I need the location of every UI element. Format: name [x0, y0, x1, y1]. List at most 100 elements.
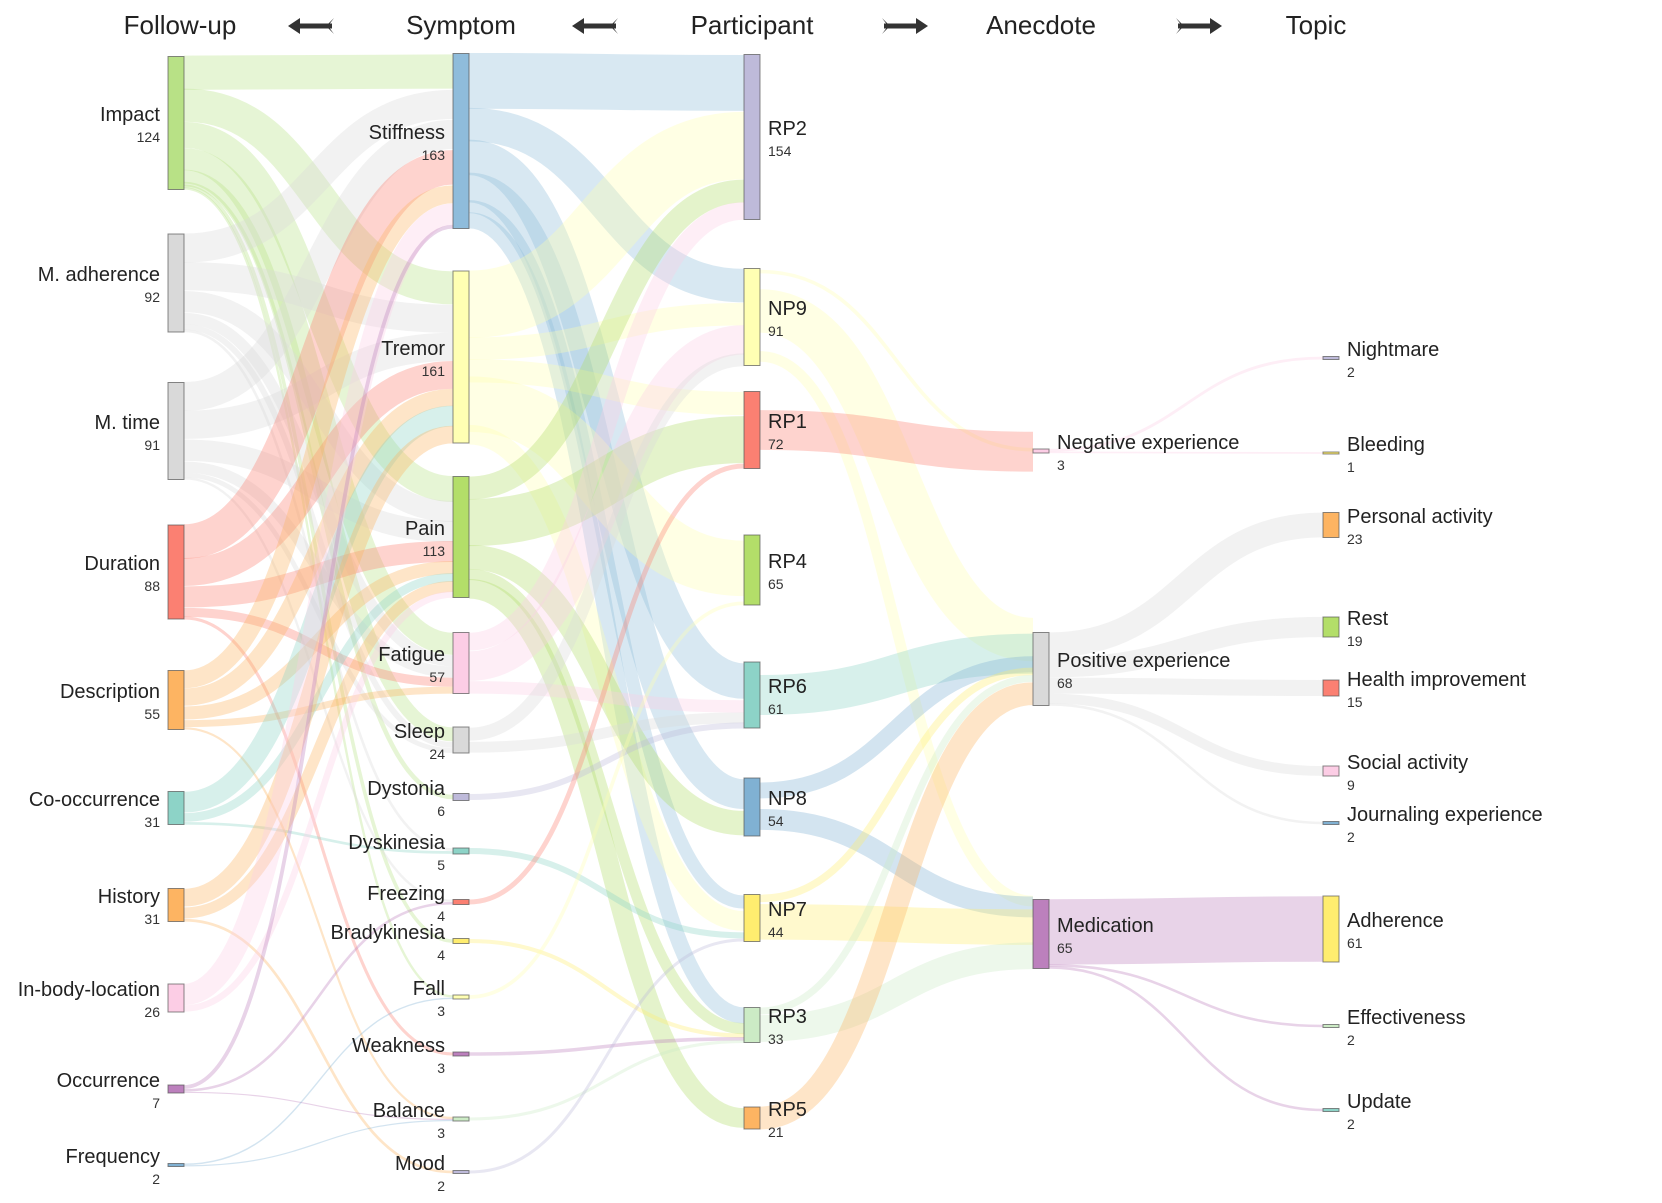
node-bar-description[interactable] — [167, 670, 185, 730]
node-bar-occurrence[interactable] — [167, 1084, 185, 1094]
column-title-follow-up: Follow-up — [124, 10, 237, 40]
node-label-inbody: In-body-location — [18, 979, 160, 1001]
node-count-impact: 124 — [137, 129, 161, 145]
node-count-madh: 92 — [144, 289, 160, 305]
node-count-occurrence: 7 — [152, 1095, 160, 1111]
node-count-adherence: 61 — [1347, 935, 1363, 951]
node-count-inbody: 26 — [144, 1004, 160, 1020]
node-bar-mood[interactable] — [452, 1170, 470, 1174]
node-bar-personal[interactable] — [1322, 512, 1340, 538]
node-bar-sleep[interactable] — [452, 726, 470, 754]
node-bar-weakness[interactable] — [452, 1051, 470, 1057]
node-bar-journaling[interactable] — [1322, 821, 1340, 825]
node-label-rp5: RP5 — [768, 1099, 807, 1121]
node-label-pain: Pain — [405, 518, 445, 540]
link-occurrence-to-stiffness — [183, 224, 454, 1089]
link-stiffness-to-rp3 — [467, 212, 746, 1024]
node-bar-health[interactable] — [1322, 679, 1340, 697]
node-label-fall: Fall — [413, 978, 445, 1000]
link-occurrence-to-balance — [183, 1091, 454, 1121]
node-label-posexp: Positive experience — [1057, 650, 1230, 672]
node-bar-mtime[interactable] — [167, 382, 185, 480]
node-bar-impact[interactable] — [167, 56, 185, 190]
link-stiffness-to-rp2 — [468, 52, 745, 111]
node-count-np8: 54 — [768, 813, 784, 829]
node-bar-cooc[interactable] — [167, 791, 185, 825]
node-bar-madh[interactable] — [167, 233, 185, 333]
link-fatigue-to-rp2 — [468, 202, 745, 651]
node-bar-rest[interactable] — [1322, 616, 1340, 638]
node-bar-rp5[interactable] — [743, 1106, 761, 1130]
node-bar-pain[interactable] — [452, 476, 470, 598]
link-tremor-to-rp1 — [468, 359, 745, 416]
node-bar-posexp[interactable] — [1032, 632, 1050, 706]
link-negexp-to-nightmare — [1048, 356, 1324, 452]
node-bar-fatigue[interactable] — [452, 632, 470, 694]
node-bar-dyskinesia[interactable] — [452, 847, 470, 855]
link-pain-to-rp2 — [468, 179, 745, 500]
node-bar-medication[interactable] — [1032, 899, 1050, 969]
link-mood-to-np7 — [468, 938, 745, 1174]
node-label-social: Social activity — [1347, 752, 1468, 774]
node-label-dystonia: Dystonia — [367, 778, 446, 800]
link-balance-to-rp3 — [468, 1039, 745, 1121]
link-description-to-pain — [183, 560, 454, 720]
node-bar-rp3[interactable] — [743, 1007, 761, 1043]
node-bar-social[interactable] — [1322, 765, 1340, 777]
link-dyskinesia-to-np7 — [468, 847, 745, 939]
node-bar-negexp[interactable] — [1032, 448, 1050, 454]
node-bar-bleeding[interactable] — [1322, 451, 1340, 455]
node-bar-rp4[interactable] — [743, 534, 761, 606]
node-count-weakness: 3 — [437, 1060, 445, 1076]
node-bar-freezing[interactable] — [452, 899, 470, 905]
node-bar-rp2[interactable] — [743, 54, 761, 220]
node-count-effectiveness: 2 — [1347, 1032, 1355, 1048]
node-label-bradykinesia: Bradykinesia — [330, 922, 445, 944]
node-bar-adherence[interactable] — [1322, 895, 1340, 963]
node-count-cooc: 31 — [144, 814, 160, 830]
link-description-to-balance — [183, 727, 454, 1120]
link-frequency-to-balance — [183, 1119, 454, 1167]
node-bar-bradykinesia[interactable] — [452, 938, 470, 944]
column-title-anecdote: Anecdote — [986, 10, 1096, 40]
node-label-bleeding: Bleeding — [1347, 434, 1425, 456]
link-duration-to-pain — [183, 540, 454, 608]
link-medication-to-adherence — [1048, 896, 1324, 965]
node-count-update: 2 — [1347, 1116, 1355, 1132]
node-bar-rp6[interactable] — [743, 661, 761, 729]
node-bar-nightmare[interactable] — [1322, 356, 1340, 360]
node-count-rp2: 154 — [768, 143, 792, 159]
node-bar-np7[interactable] — [743, 894, 761, 942]
link-stiffness-to-np8 — [467, 172, 746, 810]
node-bar-stiffness[interactable] — [452, 53, 470, 229]
node-bar-history[interactable] — [167, 888, 185, 922]
link-np9-to-posexp — [758, 289, 1035, 662]
node-bar-np9[interactable] — [743, 268, 761, 366]
link-duration-to-stiffness — [182, 150, 455, 559]
link-stiffness-to-np9 — [468, 107, 745, 303]
node-bar-frequency[interactable] — [167, 1163, 185, 1167]
node-label-stiffness: Stiffness — [369, 122, 445, 144]
link-fatigue-to-rp6 — [468, 681, 745, 713]
node-bar-rp1[interactable] — [743, 391, 761, 469]
link-np9-to-medication — [759, 351, 1034, 907]
node-bar-fall[interactable] — [452, 994, 470, 1000]
node-bar-inbody[interactable] — [167, 983, 185, 1013]
node-bar-update[interactable] — [1322, 1108, 1340, 1112]
node-bar-tremor[interactable] — [452, 270, 470, 444]
node-label-madh: M. adherence — [38, 264, 160, 286]
node-bar-dystonia[interactable] — [452, 793, 470, 801]
node-label-rp4: RP4 — [768, 551, 807, 573]
node-bar-balance[interactable] — [452, 1116, 470, 1122]
node-bar-np8[interactable] — [743, 777, 761, 837]
link-rp3-to-posexp — [759, 674, 1034, 1015]
link-np8-to-posexp — [759, 656, 1034, 799]
node-bar-effectiveness[interactable] — [1322, 1024, 1340, 1028]
link-madh-to-dyskinesia — [183, 329, 454, 851]
link-duration-to-fatigue — [183, 607, 454, 687]
link-posexp-to-social — [1048, 693, 1324, 776]
node-bar-duration[interactable] — [167, 524, 185, 620]
node-label-mtime: M. time — [94, 412, 160, 434]
node-count-frequency: 2 — [152, 1171, 160, 1187]
